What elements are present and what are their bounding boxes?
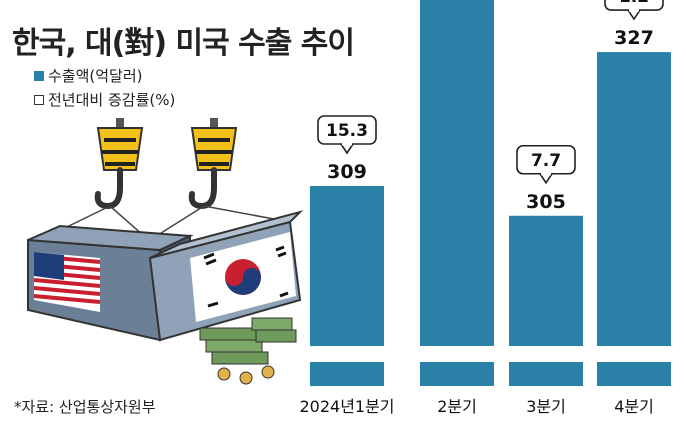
legend: 수출액(억달러) 전년대비 증감률(%): [34, 64, 175, 112]
korea-container: [148, 210, 304, 342]
crane-hook-right-icon: [188, 118, 238, 210]
bar-2: [420, 0, 494, 387]
bar-base-4: [597, 362, 671, 386]
value-label-4: 327: [614, 27, 654, 49]
bar-base-3: [509, 362, 583, 386]
category-label-3: 3분기: [526, 397, 566, 416]
axis-break-wave-3: [508, 351, 584, 359]
legend-item-export: 수출액(억달러): [34, 64, 175, 88]
axis-break-wave-1: [309, 351, 385, 359]
change-bubble-1: 15.3: [317, 115, 377, 155]
legend-label-yoy: 전년대비 증감률(%): [48, 91, 176, 109]
change-label-4: 1.2: [619, 0, 649, 7]
change-label-3: 7.7: [531, 151, 561, 171]
bar-base-2: [420, 362, 494, 386]
legend-label-export: 수출액(억달러): [48, 67, 143, 85]
category-label-2: 2분기: [437, 397, 477, 416]
bar-base-1: [310, 362, 384, 386]
legend-item-yoy: 전년대비 증감률(%): [34, 88, 175, 112]
korea-flag-icon: [190, 232, 296, 322]
us-flag-icon: [33, 252, 101, 312]
change-label-1: 15.3: [326, 121, 368, 141]
source-note: *자료: 산업통상자원부: [14, 398, 156, 416]
category-label-4: 4분기: [614, 397, 654, 416]
value-label-1: 309: [327, 161, 367, 183]
money-stack-icon: [199, 317, 297, 385]
value-label-3: 305: [526, 191, 566, 213]
change-bubble-4: 1.2: [604, 0, 664, 21]
chart-title: 한국, 대(對) 미국 수출 추이: [12, 26, 355, 61]
bar-4: [597, 52, 671, 387]
legend-swatch-yoy: [34, 95, 44, 105]
legend-swatch-export: [34, 71, 44, 81]
category-label-1: 2024년1분기: [299, 397, 394, 416]
axis-break-wave-2: [419, 351, 495, 359]
axis-break-wave-4: [596, 351, 672, 359]
crane-hook-left-icon: [94, 118, 144, 210]
change-bubble-3: 7.7: [516, 144, 576, 185]
